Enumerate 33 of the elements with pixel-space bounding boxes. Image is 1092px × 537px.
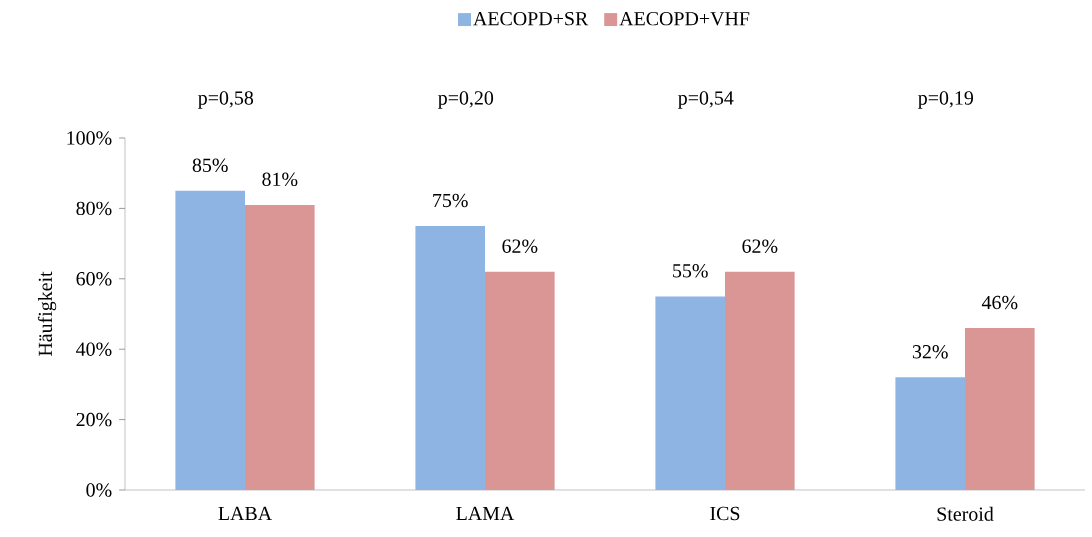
legend-label: AECOPD+SR — [473, 11, 589, 26]
y-axis-title: Häufigkeit — [37, 271, 57, 357]
text: p=0,58 — [198, 91, 254, 109]
legend-label: AECOPD+VHF — [619, 11, 750, 26]
data-label: 85% — [192, 158, 228, 172]
text: p=0,20 — [438, 91, 494, 109]
x-tick-label: LABA — [218, 506, 272, 521]
data-label: 46% — [981, 295, 1018, 310]
data-label: 55% — [673, 264, 708, 278]
x-tick-label: Steroid — [937, 506, 994, 521]
bar — [415, 226, 485, 490]
data-label: 62% — [742, 239, 778, 253]
bar — [965, 328, 1035, 490]
y-tick-label: 0% — [86, 483, 112, 497]
bar — [485, 271, 555, 490]
data-label: 62% — [502, 239, 538, 253]
y-tick-label: 80% — [76, 201, 112, 216]
y-tick-label: 20% — [76, 412, 112, 427]
data-label: 32% — [912, 345, 948, 359]
x-tick-label: ICS — [710, 506, 740, 521]
text: p=0,19 — [918, 91, 974, 109]
data-label: 75% — [433, 193, 468, 208]
y-tick-label: 40% — [76, 342, 112, 356]
y-tick-label: 60% — [76, 272, 112, 286]
bar — [895, 377, 966, 490]
bar — [245, 204, 315, 490]
text: p=0,54 — [678, 91, 734, 109]
data-label: 81% — [262, 172, 298, 187]
bar — [725, 271, 795, 490]
bar — [655, 296, 726, 490]
y-tick-label: 100% — [67, 131, 112, 145]
bar — [175, 190, 245, 490]
x-tick-label: LAMA — [456, 506, 515, 520]
